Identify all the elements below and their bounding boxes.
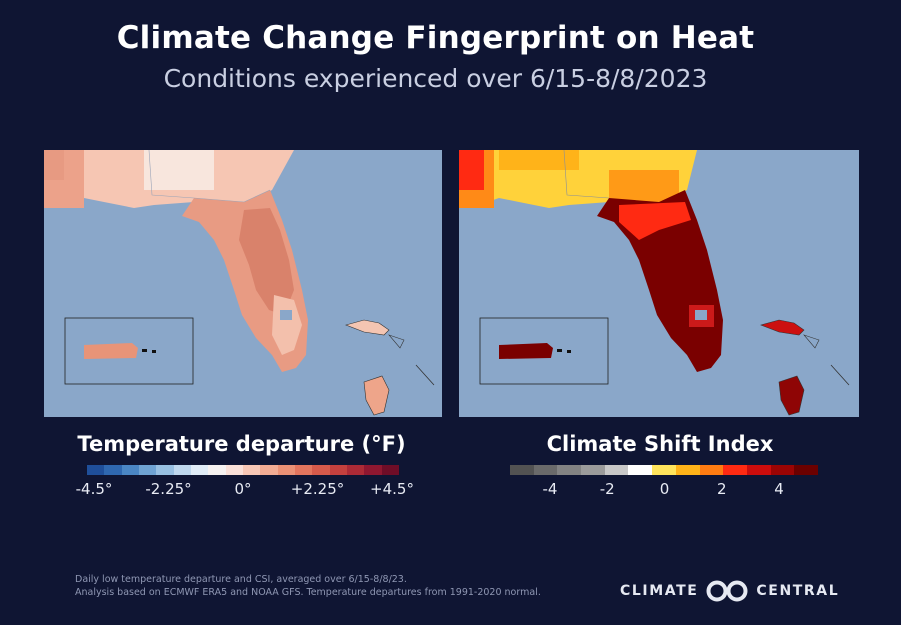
temperature-legend-title: Temperature departure (°F) xyxy=(77,432,406,456)
csi-scale-swatch xyxy=(533,465,558,475)
csi-scale-swatch xyxy=(723,465,747,475)
csi-scale-tick-label: 2 xyxy=(716,480,727,498)
temperature-departure-map-graphic xyxy=(44,150,442,416)
temperature-scale-swatch xyxy=(381,465,399,475)
temperature-scale-swatch xyxy=(242,465,261,475)
temperature-scale-swatch xyxy=(138,465,157,475)
temperature-color-scale xyxy=(87,465,399,475)
csi-scale-swatch xyxy=(699,465,724,475)
temperature-scale-swatch xyxy=(312,465,330,475)
temperature-scale-tick-label: +2.25° xyxy=(290,480,345,498)
footnote: Daily low temperature departure and CSI,… xyxy=(75,573,595,599)
csi-color-scale xyxy=(510,465,818,475)
temperature-scale-swatch xyxy=(294,465,313,475)
temperature-departure-map xyxy=(44,150,442,417)
bahamas xyxy=(345,319,390,336)
csi-scale-tick-label: 0 xyxy=(659,480,670,498)
csi-scale-tick-label: 4 xyxy=(774,480,784,498)
puerto-rico xyxy=(84,343,138,359)
csi-scale-swatch xyxy=(510,465,534,475)
csi-scale-swatch xyxy=(652,465,676,475)
temperature-scale-swatch xyxy=(208,465,226,475)
csi-scale-tick-label: -4 xyxy=(542,480,558,498)
footnote-line: Analysis based on ECMWF ERA5 and NOAA GF… xyxy=(75,587,541,598)
climate-shift-index-map-graphic xyxy=(459,150,850,416)
temperature-scale-tick-label: +4.5° xyxy=(370,480,414,498)
temperature-scale-swatch xyxy=(260,465,278,475)
temperature-scale-tick-label: 0° xyxy=(234,480,252,498)
temperature-scale-swatch xyxy=(225,465,243,475)
southeast-us-land xyxy=(44,150,442,208)
temperature-scale-swatch xyxy=(156,465,174,475)
caribbean-inset-box-csi xyxy=(479,317,609,385)
temperature-scale-swatch xyxy=(104,465,122,475)
page-subtitle: Conditions experienced over 6/15-8/8/202… xyxy=(163,64,708,93)
climate-central-logo-icon xyxy=(706,580,748,602)
bahamas-csi xyxy=(760,319,805,336)
csi-scale-swatch xyxy=(628,465,653,475)
csi-scale-swatch xyxy=(770,465,795,475)
csi-scale-swatch xyxy=(675,465,700,475)
temperature-scale-swatch xyxy=(173,465,191,475)
temperature-scale-tick-label: -4.5° xyxy=(75,480,113,498)
brand-left: CLIMATE xyxy=(620,583,699,599)
temperature-scale-tick-label: -2.25° xyxy=(145,480,192,498)
temperature-scale-swatch xyxy=(277,465,295,475)
temperature-scale-swatch xyxy=(121,465,139,475)
csi-scale-swatch xyxy=(557,465,582,475)
csi-scale-swatch xyxy=(604,465,629,475)
brand-right: CENTRAL xyxy=(756,583,840,599)
csi-legend-title: Climate Shift Index xyxy=(546,432,774,456)
csi-scale-tick-label: -2 xyxy=(599,480,615,498)
csi-scale-swatch xyxy=(794,465,818,475)
temperature-scale-swatch xyxy=(329,465,347,475)
temperature-scale-swatch xyxy=(87,465,105,475)
temperature-scale-swatch xyxy=(190,465,209,475)
csi-scale-swatch xyxy=(746,465,771,475)
climate-shift-index-map xyxy=(459,150,859,417)
climate-central-logo: CLIMATE CENTRAL xyxy=(620,580,839,602)
page-title: Climate Change Fingerprint on Heat xyxy=(116,20,755,56)
caribbean-inset-box xyxy=(64,317,194,385)
temperature-scale-swatch xyxy=(346,465,365,475)
cuba-csi xyxy=(778,375,805,416)
cuba xyxy=(363,375,390,416)
temperature-scale-swatch xyxy=(364,465,382,475)
footnote-line: Daily low temperature departure and CSI,… xyxy=(75,574,407,585)
puerto-rico-csi xyxy=(499,343,553,359)
csi-scale-swatch xyxy=(581,465,605,475)
